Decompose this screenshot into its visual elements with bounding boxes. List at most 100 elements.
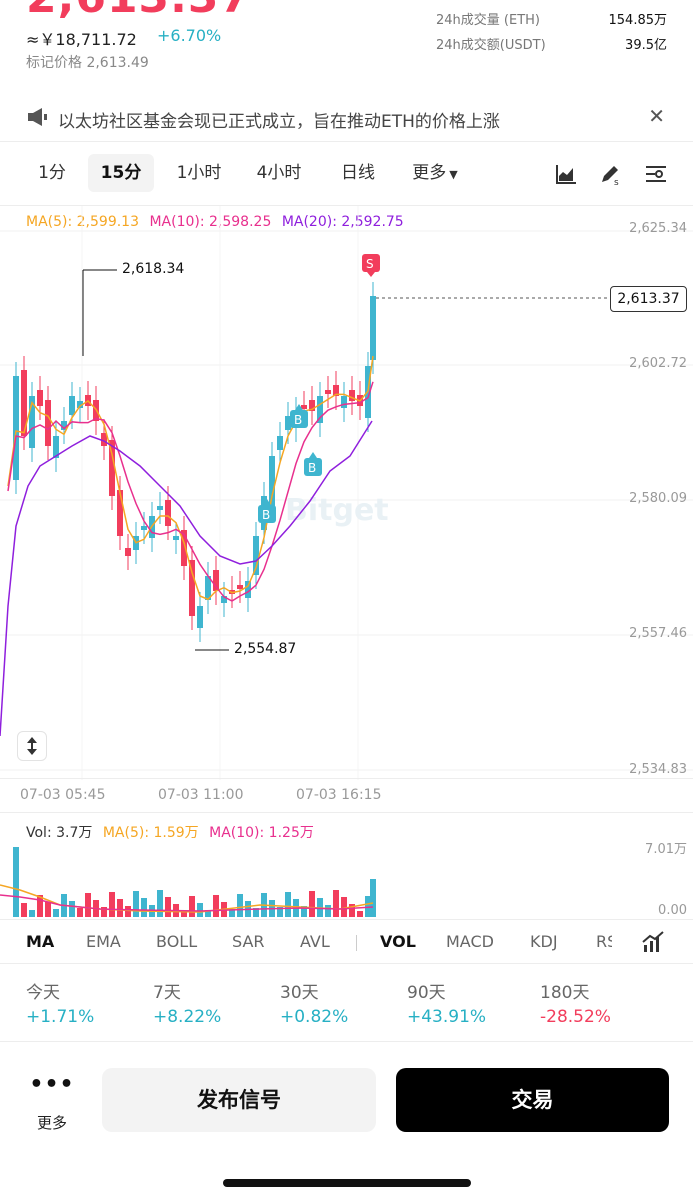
candle-body	[13, 376, 19, 480]
volume-24h-value: 154.85万	[608, 13, 668, 28]
divider	[0, 141, 693, 142]
perf-value: +43.91%	[407, 1007, 487, 1027]
last-price: 2,613.37	[26, 0, 251, 23]
low-price-label: 2,554.87	[234, 641, 297, 657]
perf-value: +8.22%	[153, 1007, 222, 1027]
candle-body	[45, 400, 51, 446]
candle-body	[197, 606, 203, 628]
perf-7d: 7天 +8.22%	[153, 978, 221, 1027]
change-percent: +6.70%	[157, 26, 222, 45]
perf-90d: 90天 +43.91%	[407, 978, 486, 1027]
vol-ma10-line	[0, 894, 374, 912]
indicator-sar[interactable]: SAR	[232, 932, 265, 951]
volume-bar	[133, 891, 139, 917]
indicator-rsi[interactable]: RS	[596, 932, 612, 951]
divider	[0, 963, 693, 964]
candle-body	[221, 596, 227, 603]
volume-bar	[365, 896, 371, 917]
candle-body	[309, 400, 315, 411]
ma20-value: MA(20): 2,592.75	[281, 214, 404, 230]
buy-signal-marker[interactable]: B	[290, 404, 308, 428]
volume-chart[interactable]	[0, 835, 693, 919]
volume-bar	[197, 903, 203, 917]
tab-more[interactable]: 更多 ▼	[400, 154, 470, 192]
sell-signal-marker[interactable]: S	[362, 254, 380, 277]
volume-legend: Vol: 3.7万 MA(5): 1.59万 MA(10): 1.25万	[26, 822, 320, 842]
more-dots-icon: •••	[29, 1072, 75, 1097]
timeframe-tabs: 1分 15分 1小时 4小时 日线 更多 ▼ s	[0, 154, 693, 194]
perf-label: 180天	[540, 983, 590, 1003]
buy-marker-label: B	[308, 461, 316, 475]
y-tick-label: 2,625.34	[629, 221, 687, 236]
candle-body	[277, 436, 283, 450]
volume-bar	[181, 911, 187, 917]
trade-button[interactable]: 交易	[396, 1068, 669, 1132]
candlestick-chart[interactable]: Bitget S B B B	[0, 206, 693, 780]
perf-value: +1.71%	[26, 1007, 95, 1027]
candle-body	[325, 390, 331, 394]
volume-bar	[237, 894, 243, 917]
volume-value: Vol: 3.7万	[26, 825, 93, 841]
indicator-vol[interactable]: VOL	[380, 932, 416, 951]
indicator-tabs: MA EMA BOLL SAR AVL VOL MACD KDJ RS	[0, 928, 693, 958]
perf-label: 今天	[26, 983, 60, 1003]
buy-signal-marker[interactable]: B	[304, 452, 322, 476]
buy-marker-label: B	[294, 413, 302, 427]
volume-bar	[277, 907, 283, 917]
volume-bar	[341, 897, 347, 917]
volume-bar	[117, 899, 123, 917]
more-label: 更多	[36, 1114, 67, 1132]
ma20-line	[0, 420, 373, 737]
indicator-kdj[interactable]: KDJ	[530, 932, 558, 951]
candle-body	[101, 433, 107, 446]
candle-body	[341, 396, 347, 408]
indicator-ma[interactable]: MA	[26, 932, 55, 951]
volume-bar	[301, 906, 307, 917]
perf-value: -28.52%	[540, 1007, 611, 1027]
high-price-label: 2,618.34	[122, 261, 185, 277]
tab-15m[interactable]: 15分	[88, 154, 154, 192]
candle-body	[173, 536, 179, 540]
candle-body	[53, 436, 59, 458]
indicator-settings-icon[interactable]	[641, 930, 665, 954]
divider	[0, 778, 693, 779]
volume-bar	[157, 890, 163, 917]
close-icon[interactable]: ✕	[648, 104, 665, 128]
tab-4h[interactable]: 4小时	[256, 163, 302, 183]
tab-1m[interactable]: 1分	[38, 163, 66, 183]
volume-bar	[253, 908, 259, 917]
current-price-tag: 2,613.37	[610, 286, 687, 312]
volume-bar	[309, 891, 315, 917]
indicator-avl[interactable]: AVL	[300, 932, 330, 951]
notice-banner[interactable]: 以太坊社区基金会现已正式成立，旨在推动ETH的价格上涨 ✕	[0, 96, 693, 140]
candle-body	[333, 385, 339, 396]
indicator-boll[interactable]: BOLL	[156, 932, 198, 951]
volume-bar	[45, 902, 51, 917]
candle-body	[37, 390, 43, 406]
buy-signal-marker[interactable]: B	[258, 499, 276, 523]
divider	[0, 919, 693, 920]
settings-sliders-icon[interactable]	[644, 162, 668, 186]
vol-y-tick-label: 0.00	[658, 903, 687, 918]
chart-type-icon[interactable]	[554, 162, 578, 186]
post-signal-button[interactable]: 发布信号	[102, 1068, 376, 1132]
candle-body	[285, 416, 291, 430]
y-tick-label: 2,534.83	[629, 762, 687, 777]
candle-body	[69, 396, 75, 415]
perf-today: 今天 +1.71%	[26, 978, 94, 1027]
volume-bar	[125, 906, 131, 917]
speaker-icon	[28, 108, 47, 126]
tab-daily[interactable]: 日线	[341, 163, 375, 183]
y-tick-label: 2,602.72	[629, 356, 687, 371]
vol-ma5-value: MA(5): 1.59万	[102, 825, 199, 841]
indicator-ema[interactable]: EMA	[86, 932, 121, 951]
perf-label: 30天	[280, 983, 319, 1003]
candle-body	[245, 581, 251, 598]
sell-marker-label: S	[366, 257, 374, 271]
volume-bar	[370, 879, 376, 917]
expand-chart-button[interactable]	[17, 731, 47, 761]
draw-tool-icon[interactable]: s	[598, 162, 622, 186]
more-button[interactable]: ••• 更多	[24, 1072, 80, 1133]
indicator-macd[interactable]: MACD	[446, 932, 494, 951]
tab-1h[interactable]: 1小时	[176, 163, 222, 183]
